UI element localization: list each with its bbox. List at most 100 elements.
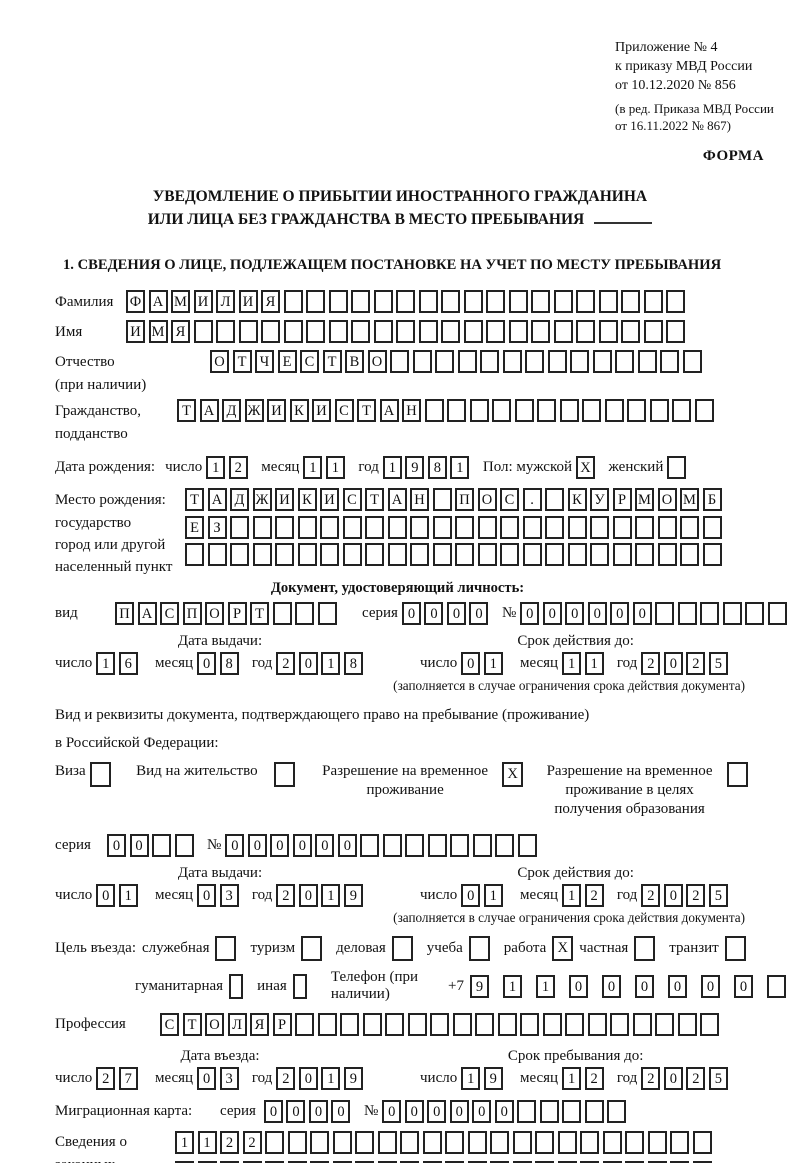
char-cell[interactable]: А <box>148 290 168 313</box>
char-cell[interactable]: И <box>126 320 145 343</box>
char-cell[interactable]: 0 <box>315 833 335 857</box>
char-cell[interactable] <box>700 1012 719 1036</box>
char-cell[interactable] <box>537 399 556 422</box>
char-cell[interactable]: А <box>199 399 219 422</box>
char-cell[interactable] <box>175 1161 194 1163</box>
char-cell[interactable]: Л <box>216 290 235 313</box>
char-cell[interactable]: 8 <box>343 652 363 675</box>
checkbox-female[interactable] <box>667 455 687 479</box>
char-cell[interactable] <box>424 399 444 422</box>
char-cell[interactable] <box>670 1161 689 1163</box>
char-cell[interactable]: 0 <box>494 1099 514 1123</box>
char-cell[interactable] <box>275 515 294 539</box>
char-cell[interactable]: С <box>334 399 354 422</box>
char-cell[interactable] <box>457 350 477 373</box>
char-cell[interactable] <box>418 290 438 313</box>
char-cell[interactable]: Т <box>322 350 342 373</box>
char-cell[interactable] <box>627 399 646 422</box>
char-cell[interactable]: 0 <box>469 601 489 625</box>
char-cell[interactable] <box>445 1161 464 1163</box>
char-cell[interactable]: Л <box>227 1012 247 1036</box>
char-cell[interactable]: И <box>193 290 213 313</box>
char-cell[interactable]: 0 <box>542 601 562 625</box>
char-cell[interactable]: 1 <box>483 652 503 675</box>
char-cell[interactable]: 1 <box>321 652 341 675</box>
char-cell[interactable] <box>567 543 587 566</box>
char-cell[interactable]: 2 <box>584 1067 604 1090</box>
char-cell[interactable] <box>373 290 393 313</box>
char-cell[interactable]: 0 <box>610 601 630 625</box>
char-cell[interactable]: 1 <box>562 652 582 675</box>
char-cell[interactable]: 0 <box>286 1099 306 1123</box>
char-cell[interactable]: 0 <box>663 652 683 675</box>
char-cell[interactable]: Я <box>250 1012 269 1036</box>
checkbox-tourism[interactable] <box>301 936 323 961</box>
char-cell[interactable] <box>432 543 452 566</box>
char-cell[interactable] <box>382 833 402 857</box>
char-cell[interactable] <box>418 320 438 343</box>
char-cell[interactable]: 1 <box>321 884 341 907</box>
char-cell[interactable] <box>745 601 765 625</box>
char-cell[interactable]: 0 <box>96 884 116 907</box>
char-cell[interactable] <box>360 833 380 857</box>
char-cell[interactable]: О <box>477 488 497 511</box>
char-cell[interactable]: П <box>182 601 202 625</box>
checkbox-official[interactable] <box>215 936 237 961</box>
char-cell[interactable] <box>355 1131 374 1154</box>
char-cell[interactable] <box>297 543 317 566</box>
char-cell[interactable] <box>477 515 497 539</box>
char-cell[interactable] <box>625 1161 644 1163</box>
char-cell[interactable]: 1 <box>562 884 582 907</box>
char-cell[interactable]: 2 <box>686 884 706 907</box>
char-cell[interactable]: 0 <box>292 833 312 857</box>
char-cell[interactable]: 2 <box>686 652 706 675</box>
char-cell[interactable]: М <box>635 488 654 511</box>
char-cell[interactable]: 1 <box>502 974 522 998</box>
char-cell[interactable] <box>216 320 235 343</box>
char-cell[interactable]: Ч <box>255 350 274 373</box>
char-cell[interactable] <box>567 515 587 539</box>
char-cell[interactable]: 0 <box>472 1099 492 1123</box>
char-cell[interactable] <box>432 488 452 511</box>
char-cell[interactable]: 1 <box>175 1131 194 1154</box>
char-cell[interactable]: С <box>160 1012 179 1036</box>
char-cell[interactable] <box>570 350 589 373</box>
char-cell[interactable]: А <box>137 601 157 625</box>
checkbox-other[interactable] <box>292 973 307 999</box>
checkbox-private[interactable] <box>634 936 656 961</box>
char-cell[interactable]: М <box>148 320 168 343</box>
char-cell[interactable]: 9 <box>405 455 425 479</box>
char-cell[interactable]: 0 <box>632 601 652 625</box>
char-cell[interactable] <box>450 833 470 857</box>
char-cell[interactable]: Т <box>182 1012 202 1036</box>
char-cell[interactable]: 1 <box>197 1131 217 1154</box>
char-cell[interactable] <box>400 1131 419 1154</box>
char-cell[interactable] <box>500 543 519 566</box>
char-cell[interactable] <box>615 350 634 373</box>
char-cell[interactable] <box>432 515 452 539</box>
char-cell[interactable] <box>265 1161 284 1163</box>
char-cell[interactable]: 1 <box>321 1067 341 1090</box>
char-cell[interactable] <box>520 1012 539 1036</box>
char-cell[interactable] <box>621 320 640 343</box>
char-cell[interactable]: 0 <box>298 652 318 675</box>
char-cell[interactable] <box>694 399 714 422</box>
char-cell[interactable] <box>612 543 632 566</box>
char-cell[interactable]: 2 <box>276 1067 296 1090</box>
char-cell[interactable] <box>531 290 550 313</box>
char-cell[interactable]: 0 <box>601 974 621 998</box>
char-cell[interactable] <box>422 1161 442 1163</box>
char-cell[interactable] <box>320 543 339 566</box>
char-cell[interactable] <box>545 515 564 539</box>
char-cell[interactable] <box>643 320 663 343</box>
char-cell[interactable]: Т <box>177 399 196 422</box>
char-cell[interactable] <box>607 1099 627 1123</box>
char-cell[interactable] <box>328 290 348 313</box>
char-cell[interactable] <box>604 399 624 422</box>
char-cell[interactable] <box>486 290 505 313</box>
char-cell[interactable]: К <box>289 399 309 422</box>
char-cell[interactable]: 3 <box>219 1067 239 1090</box>
char-cell[interactable]: 9 <box>469 974 489 998</box>
char-cell[interactable]: 2 <box>96 1067 116 1090</box>
char-cell[interactable] <box>531 320 550 343</box>
